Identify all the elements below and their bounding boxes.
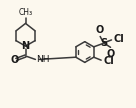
Text: Cl: Cl [113, 34, 124, 44]
Text: CH₃: CH₃ [18, 8, 33, 17]
Text: NH: NH [36, 55, 50, 64]
Text: O: O [96, 25, 104, 35]
Text: O: O [107, 48, 115, 59]
Text: N: N [21, 41, 30, 51]
Text: Cl: Cl [103, 56, 114, 66]
Text: O: O [11, 55, 19, 65]
Text: S: S [100, 38, 107, 48]
